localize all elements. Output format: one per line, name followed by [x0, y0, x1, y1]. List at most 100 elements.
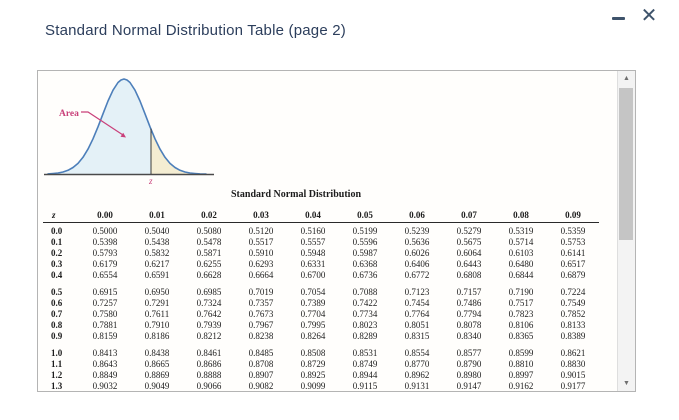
table-cell: 0.8621 — [560, 348, 586, 358]
table-cell: 0.8925 — [300, 370, 326, 380]
z-col-header: z — [43, 207, 79, 223]
table-cell: 0.5239 — [404, 226, 430, 236]
table-cell: 0.7357 — [248, 298, 274, 308]
table-cell: 0.8997 — [508, 370, 534, 380]
table-cell: 0.6591 — [144, 270, 170, 280]
minimize-button[interactable] — [610, 8, 628, 26]
table-cell: 0.8413 — [92, 348, 118, 358]
table-cell: 0.7967 — [248, 320, 274, 330]
close-icon: ✕ — [640, 5, 658, 27]
table-cell: 0.8686 — [196, 359, 222, 369]
table-cell: 0.8389 — [560, 331, 586, 341]
table-panel: Area z Standard Normal Distribution z 0.… — [37, 70, 636, 392]
table-cell: 0.6554 — [92, 270, 118, 280]
table-cell: 0.7019 — [248, 287, 274, 297]
col-header: 0.04 — [287, 207, 339, 223]
table-cell: 0.7642 — [196, 309, 222, 319]
table-cell: 0.7291 — [144, 298, 170, 308]
table-cell: 0.5279 — [456, 226, 482, 236]
page-title: Standard Normal Distribution Table (page… — [45, 22, 346, 39]
z-row-label: 0.9 — [51, 331, 63, 341]
table-cell: 0.7422 — [352, 298, 378, 308]
table-cell: 0.5557 — [300, 237, 326, 247]
minimize-icon — [612, 17, 625, 20]
table-cell: 0.6480 — [508, 259, 534, 269]
table-cell: 0.5517 — [248, 237, 274, 247]
table-cell: 0.9032 — [92, 381, 118, 391]
table-row: 0.6 0.7257 0.7291 0.7324 0.7357 0.7389 0.7422 0… — [43, 298, 599, 309]
table-cell: 0.7910 — [144, 320, 170, 330]
table-cell: 0.8186 — [144, 331, 170, 341]
table-cell: 0.6064 — [456, 248, 482, 258]
table-cell: 0.8907 — [248, 370, 274, 380]
table-cell: 0.9099 — [300, 381, 326, 391]
table-cell: 0.7611 — [144, 309, 170, 319]
scroll-down-icon[interactable]: ▼ — [623, 380, 630, 387]
table-cell: 0.7580 — [92, 309, 118, 319]
z-row-label: 1.2 — [51, 370, 63, 380]
snd-table: z 0.00 0.01 0.02 0.03 0.04 0.05 0.06 0.07 0.08 0.… — [43, 207, 599, 391]
table-cell: 0.5753 — [560, 237, 586, 247]
z-row-label: 0.5 — [51, 287, 63, 297]
z-row-label: 0.1 — [51, 237, 63, 247]
close-button[interactable]: ✕ — [637, 3, 661, 29]
table-cell: 0.7852 — [560, 309, 586, 319]
table-cell: 0.8554 — [404, 348, 430, 358]
table-cell: 0.5359 — [560, 226, 586, 236]
col-header: 0.06 — [391, 207, 443, 223]
area-arrowhead-icon — [120, 132, 126, 138]
scrollbar-thumb[interactable] — [619, 88, 633, 240]
table-cell: 0.8340 — [456, 331, 482, 341]
table-cell: 0.7517 — [508, 298, 534, 308]
table-cell: 0.6368 — [352, 259, 378, 269]
z-row-label: 1.3 — [51, 381, 63, 391]
table-cell: 0.9015 — [560, 370, 586, 380]
table-cell: 0.5714 — [508, 237, 534, 247]
table-cell: 0.7224 — [560, 287, 586, 297]
table-cell: 0.6217 — [144, 259, 170, 269]
table-cell: 0.7257 — [92, 298, 118, 308]
table-cell: 0.8315 — [404, 331, 430, 341]
table-cell: 0.8643 — [92, 359, 118, 369]
col-header: 0.08 — [495, 207, 547, 223]
z-row-label: 0.4 — [51, 270, 63, 280]
table-cell: 0.7123 — [404, 287, 430, 297]
table-cell: 0.5871 — [196, 248, 222, 258]
vertical-scrollbar[interactable]: ▲ ▼ — [617, 71, 635, 391]
table-cell: 0.7549 — [560, 298, 586, 308]
table-cell: 0.6406 — [404, 259, 430, 269]
table-cell: 0.6879 — [560, 270, 586, 280]
col-header: 0.09 — [547, 207, 599, 223]
table-cell: 0.7324 — [196, 298, 222, 308]
table-cell: 0.9162 — [508, 381, 534, 391]
table-cell: 0.5120 — [248, 226, 274, 236]
table-cell: 0.5438 — [144, 237, 170, 247]
table-cell: 0.9115 — [352, 381, 378, 391]
z-row-label: 0.0 — [51, 226, 63, 236]
table-cell: 0.8962 — [404, 370, 430, 380]
table-cell: 0.8869 — [144, 370, 170, 380]
table-cell: 0.8980 — [456, 370, 482, 380]
table-cell: 0.8790 — [456, 359, 482, 369]
table-cell: 0.7088 — [352, 287, 378, 297]
table-cell: 0.8508 — [300, 348, 326, 358]
table-row: 0.0 0.5000 0.5040 0.5080 0.5120 0.5160 0.5199 0… — [43, 223, 599, 238]
table-row: 1.1 0.8643 0.8665 0.8686 0.8708 0.8729 0.8749 0… — [43, 359, 599, 370]
table-cell: 0.8749 — [352, 359, 378, 369]
table-row: 0.7 0.7580 0.7611 0.7642 0.7673 0.7704 0.7734 0… — [43, 309, 599, 320]
table-row: 1.0 0.8413 0.8438 0.8461 0.8485 0.8508 0.8531 0… — [43, 342, 599, 359]
table-cell: 0.8665 — [144, 359, 170, 369]
scroll-up-icon[interactable]: ▲ — [623, 75, 630, 82]
table-row: 0.9 0.8159 0.8186 0.8212 0.8238 0.8264 0.8289 0… — [43, 331, 599, 342]
table-cell: 0.7823 — [508, 309, 534, 319]
table-cell: 0.5948 — [300, 248, 326, 258]
table-cell: 0.6772 — [404, 270, 430, 280]
table-row: 0.2 0.5793 0.5832 0.5871 0.5910 0.5948 0.5987 0… — [43, 248, 599, 259]
table-cell: 0.6331 — [300, 259, 326, 269]
bell-curve — [47, 78, 207, 175]
table-cell: 0.8849 — [92, 370, 118, 380]
table-cell: 0.5793 — [92, 248, 118, 258]
table-cell: 0.8577 — [456, 348, 482, 358]
table-cell: 0.7939 — [196, 320, 222, 330]
table-cell: 0.6443 — [456, 259, 482, 269]
